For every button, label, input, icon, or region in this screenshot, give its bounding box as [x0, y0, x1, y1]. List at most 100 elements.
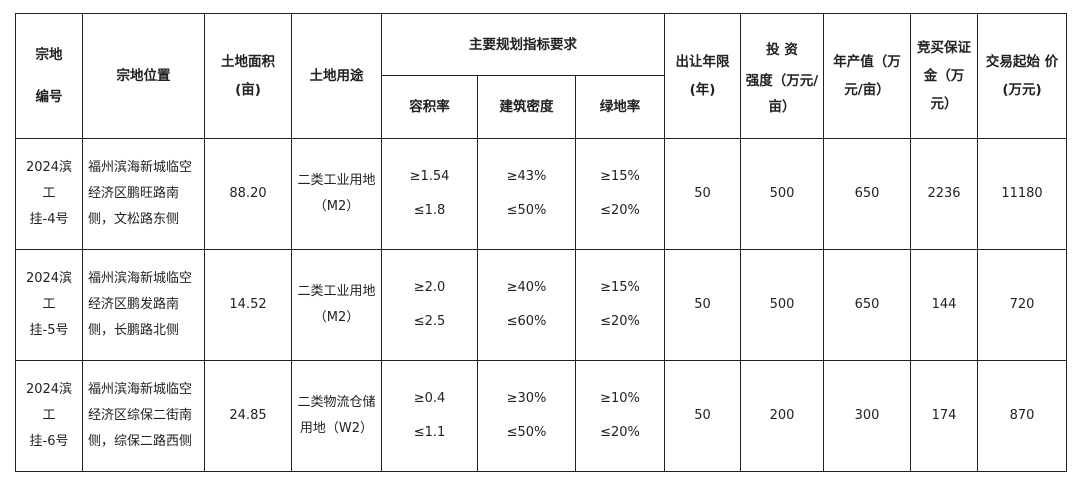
cell-parcel-id: 2024滨工 挂-6号 [15, 360, 83, 472]
land-parcel-table: 宗地 编号 宗地位置 土地面积 (亩) 土地用途 主要规划指标要求 出让年限 (… [15, 13, 1067, 472]
cell-start-price: 720 [977, 249, 1067, 361]
cell-annual-output: 300 [823, 360, 911, 472]
cell-green: ≥15% ≤20% [575, 138, 665, 250]
header-parcel-id: 宗地 编号 [15, 13, 83, 139]
header-main-indicators: 主要规划指标要求 [381, 13, 665, 76]
density-max: ≤50% [506, 203, 547, 218]
green-max: ≤20% [600, 203, 640, 218]
header-green: 绿地率 [575, 75, 665, 139]
header-parcel-id-line2: 编号 [35, 89, 63, 105]
cell-start-price: 870 [977, 360, 1067, 472]
header-land-use: 土地用途 [291, 13, 382, 139]
cell-location: 福州滨海新城临空 经济区鹏发路南 侧，长鹏路北侧 [82, 249, 205, 361]
header-term: 出让年限 (年) [664, 13, 741, 139]
location-line3: 侧，长鹏路北侧 [88, 323, 180, 338]
cell-start-price: 11180 [977, 138, 1067, 250]
cell-area: 24.85 [204, 360, 292, 472]
cell-far: ≥2.0 ≤2.5 [381, 249, 478, 361]
header-start-price-line2: (万元) [1002, 82, 1042, 98]
land-use-line1: 二类工业用地 [297, 284, 376, 299]
location-line1: 福州滨海新城临空 [88, 160, 193, 175]
location-line3: 侧，文松路东侧 [88, 212, 180, 227]
cell-annual-output: 650 [823, 138, 911, 250]
green-min: ≥15% [600, 280, 640, 295]
far-min: ≥1.54 [409, 169, 450, 184]
cell-land-use: 二类工业用地 （M2） [291, 138, 382, 250]
density-min: ≥30% [506, 391, 547, 406]
land-use-line2: （M2） [313, 199, 360, 214]
cell-area: 88.20 [204, 138, 292, 250]
green-max: ≤20% [600, 314, 640, 329]
density-min: ≥43% [506, 169, 547, 184]
header-term-line2: (年) [689, 82, 716, 98]
far-max: ≤2.5 [413, 314, 446, 329]
header-area-line2: (亩) [235, 82, 261, 98]
header-term-line1: 出让年限 [675, 54, 730, 70]
cell-investment: 200 [740, 360, 824, 472]
cell-term: 50 [664, 360, 741, 472]
far-max: ≤1.8 [413, 203, 446, 218]
parcel-id-line2: 挂-4号 [29, 212, 69, 227]
green-min: ≥15% [600, 169, 640, 184]
green-min: ≥10% [600, 391, 640, 406]
header-deposit: 竞买保证 金（万 元） [910, 13, 978, 139]
location-line2: 经济区综保二街南 [88, 408, 193, 423]
header-investment-line1: 投 资 [766, 42, 798, 58]
parcel-id-line1: 2024滨工 [25, 160, 73, 201]
far-max: ≤1.1 [413, 425, 446, 440]
location-line2: 经济区鹏旺路南 [88, 186, 180, 201]
parcel-id-line1: 2024滨工 [25, 382, 73, 423]
location-line1: 福州滨海新城临空 [88, 271, 193, 286]
location-line3: 侧，综保二路西侧 [88, 434, 193, 449]
header-area-line1: 土地面积 [221, 54, 275, 70]
cell-parcel-id: 2024滨工 挂-5号 [15, 249, 83, 361]
cell-area: 14.52 [204, 249, 292, 361]
header-start-price: 交易起始 价 (万元) [977, 13, 1067, 139]
cell-green: ≥10% ≤20% [575, 360, 665, 472]
cell-investment: 500 [740, 249, 824, 361]
green-max: ≤20% [600, 425, 640, 440]
far-min: ≥0.4 [413, 391, 446, 406]
land-use-line2: （M2） [313, 310, 360, 325]
header-investment: 投 资 强度（万元/ 亩） [740, 13, 824, 139]
table-row: 2024滨工 挂-6号 福州滨海新城临空 经济区综保二街南 侧，综保二路西侧 2… [15, 360, 1067, 472]
cell-far: ≥0.4 ≤1.1 [381, 360, 478, 472]
table-row: 2024滨工 挂-4号 福州滨海新城临空 经济区鹏旺路南 侧，文松路东侧 88.… [15, 138, 1067, 250]
location-line2: 经济区鹏发路南 [88, 297, 180, 312]
cell-density: ≥40% ≤60% [477, 249, 576, 361]
cell-location: 福州滨海新城临空 经济区综保二街南 侧，综保二路西侧 [82, 360, 205, 472]
header-deposit-line1: 竞买保证 [917, 40, 971, 56]
cell-density: ≥30% ≤50% [477, 360, 576, 472]
table-row: 2024滨工 挂-5号 福州滨海新城临空 经济区鹏发路南 侧，长鹏路北侧 14.… [15, 249, 1067, 361]
cell-parcel-id: 2024滨工 挂-4号 [15, 138, 83, 250]
cell-term: 50 [664, 138, 741, 250]
header-deposit-line3: 元） [930, 96, 958, 112]
cell-far: ≥1.54 ≤1.8 [381, 138, 478, 250]
cell-green: ≥15% ≤20% [575, 249, 665, 361]
header-start-price-line1: 交易起始 价 [985, 54, 1059, 70]
cell-land-use: 二类物流仓储 用地（W2） [291, 360, 382, 472]
header-area: 土地面积 (亩) [204, 13, 292, 139]
cell-density: ≥43% ≤50% [477, 138, 576, 250]
cell-term: 50 [664, 249, 741, 361]
parcel-id-line1: 2024滨工 [25, 271, 73, 312]
header-output-line2: 元/亩） [844, 82, 890, 98]
header-parcel-id-line1: 宗地 [35, 47, 63, 63]
header-density: 建筑密度 [477, 75, 576, 139]
density-min: ≥40% [506, 280, 547, 295]
density-max: ≤50% [506, 425, 547, 440]
header-annual-output: 年产值（万 元/亩） [823, 13, 911, 139]
cell-deposit: 174 [910, 360, 978, 472]
header-location: 宗地位置 [82, 13, 205, 139]
land-use-line1: 二类工业用地 [297, 173, 376, 188]
cell-land-use: 二类工业用地 （M2） [291, 249, 382, 361]
header-output-line1: 年产值（万 [833, 54, 901, 70]
land-use-line1: 二类物流仓储 [297, 395, 376, 410]
parcel-id-line2: 挂-5号 [29, 323, 69, 338]
header-deposit-line2: 金（万 [923, 68, 965, 84]
cell-deposit: 144 [910, 249, 978, 361]
cell-annual-output: 650 [823, 249, 911, 361]
location-line1: 福州滨海新城临空 [88, 382, 193, 397]
land-use-line2: 用地（W2） [299, 421, 374, 436]
far-min: ≥2.0 [413, 280, 446, 295]
